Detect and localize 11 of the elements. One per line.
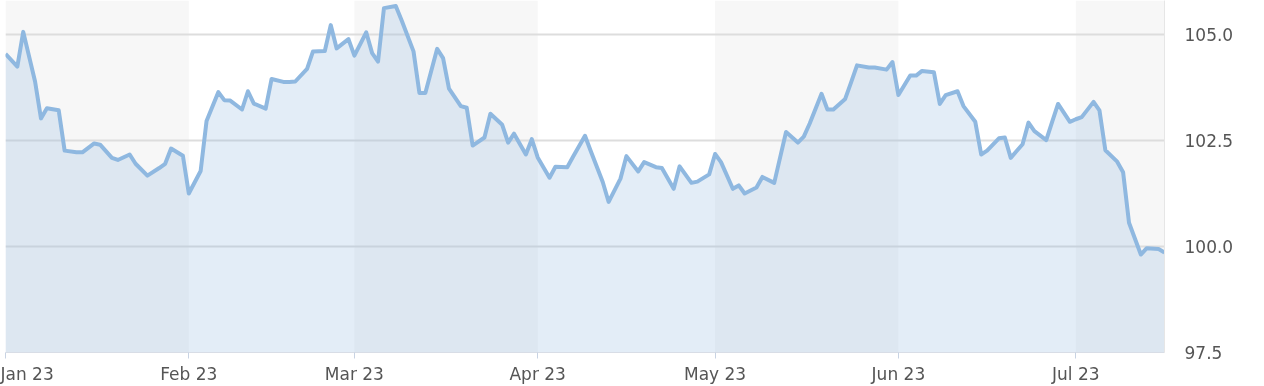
x-tick-label: Jul 23: [1051, 363, 1100, 384]
y-tick-label: 97.5: [1184, 343, 1223, 363]
x-tick-label: Jun 23: [870, 363, 926, 384]
x-tick-label: Feb 23: [160, 363, 218, 384]
x-tick-label: Mar 23: [324, 363, 384, 384]
x-tick-label: May 23: [684, 363, 747, 384]
y-tick-label: 102.5: [1184, 130, 1234, 151]
x-tick-label: Jan 23: [0, 363, 54, 384]
x-tick-label: Apr 23: [509, 363, 566, 384]
y-tick-label: 100.0: [1184, 236, 1234, 257]
y-tick-label: 105.0: [1184, 24, 1234, 45]
